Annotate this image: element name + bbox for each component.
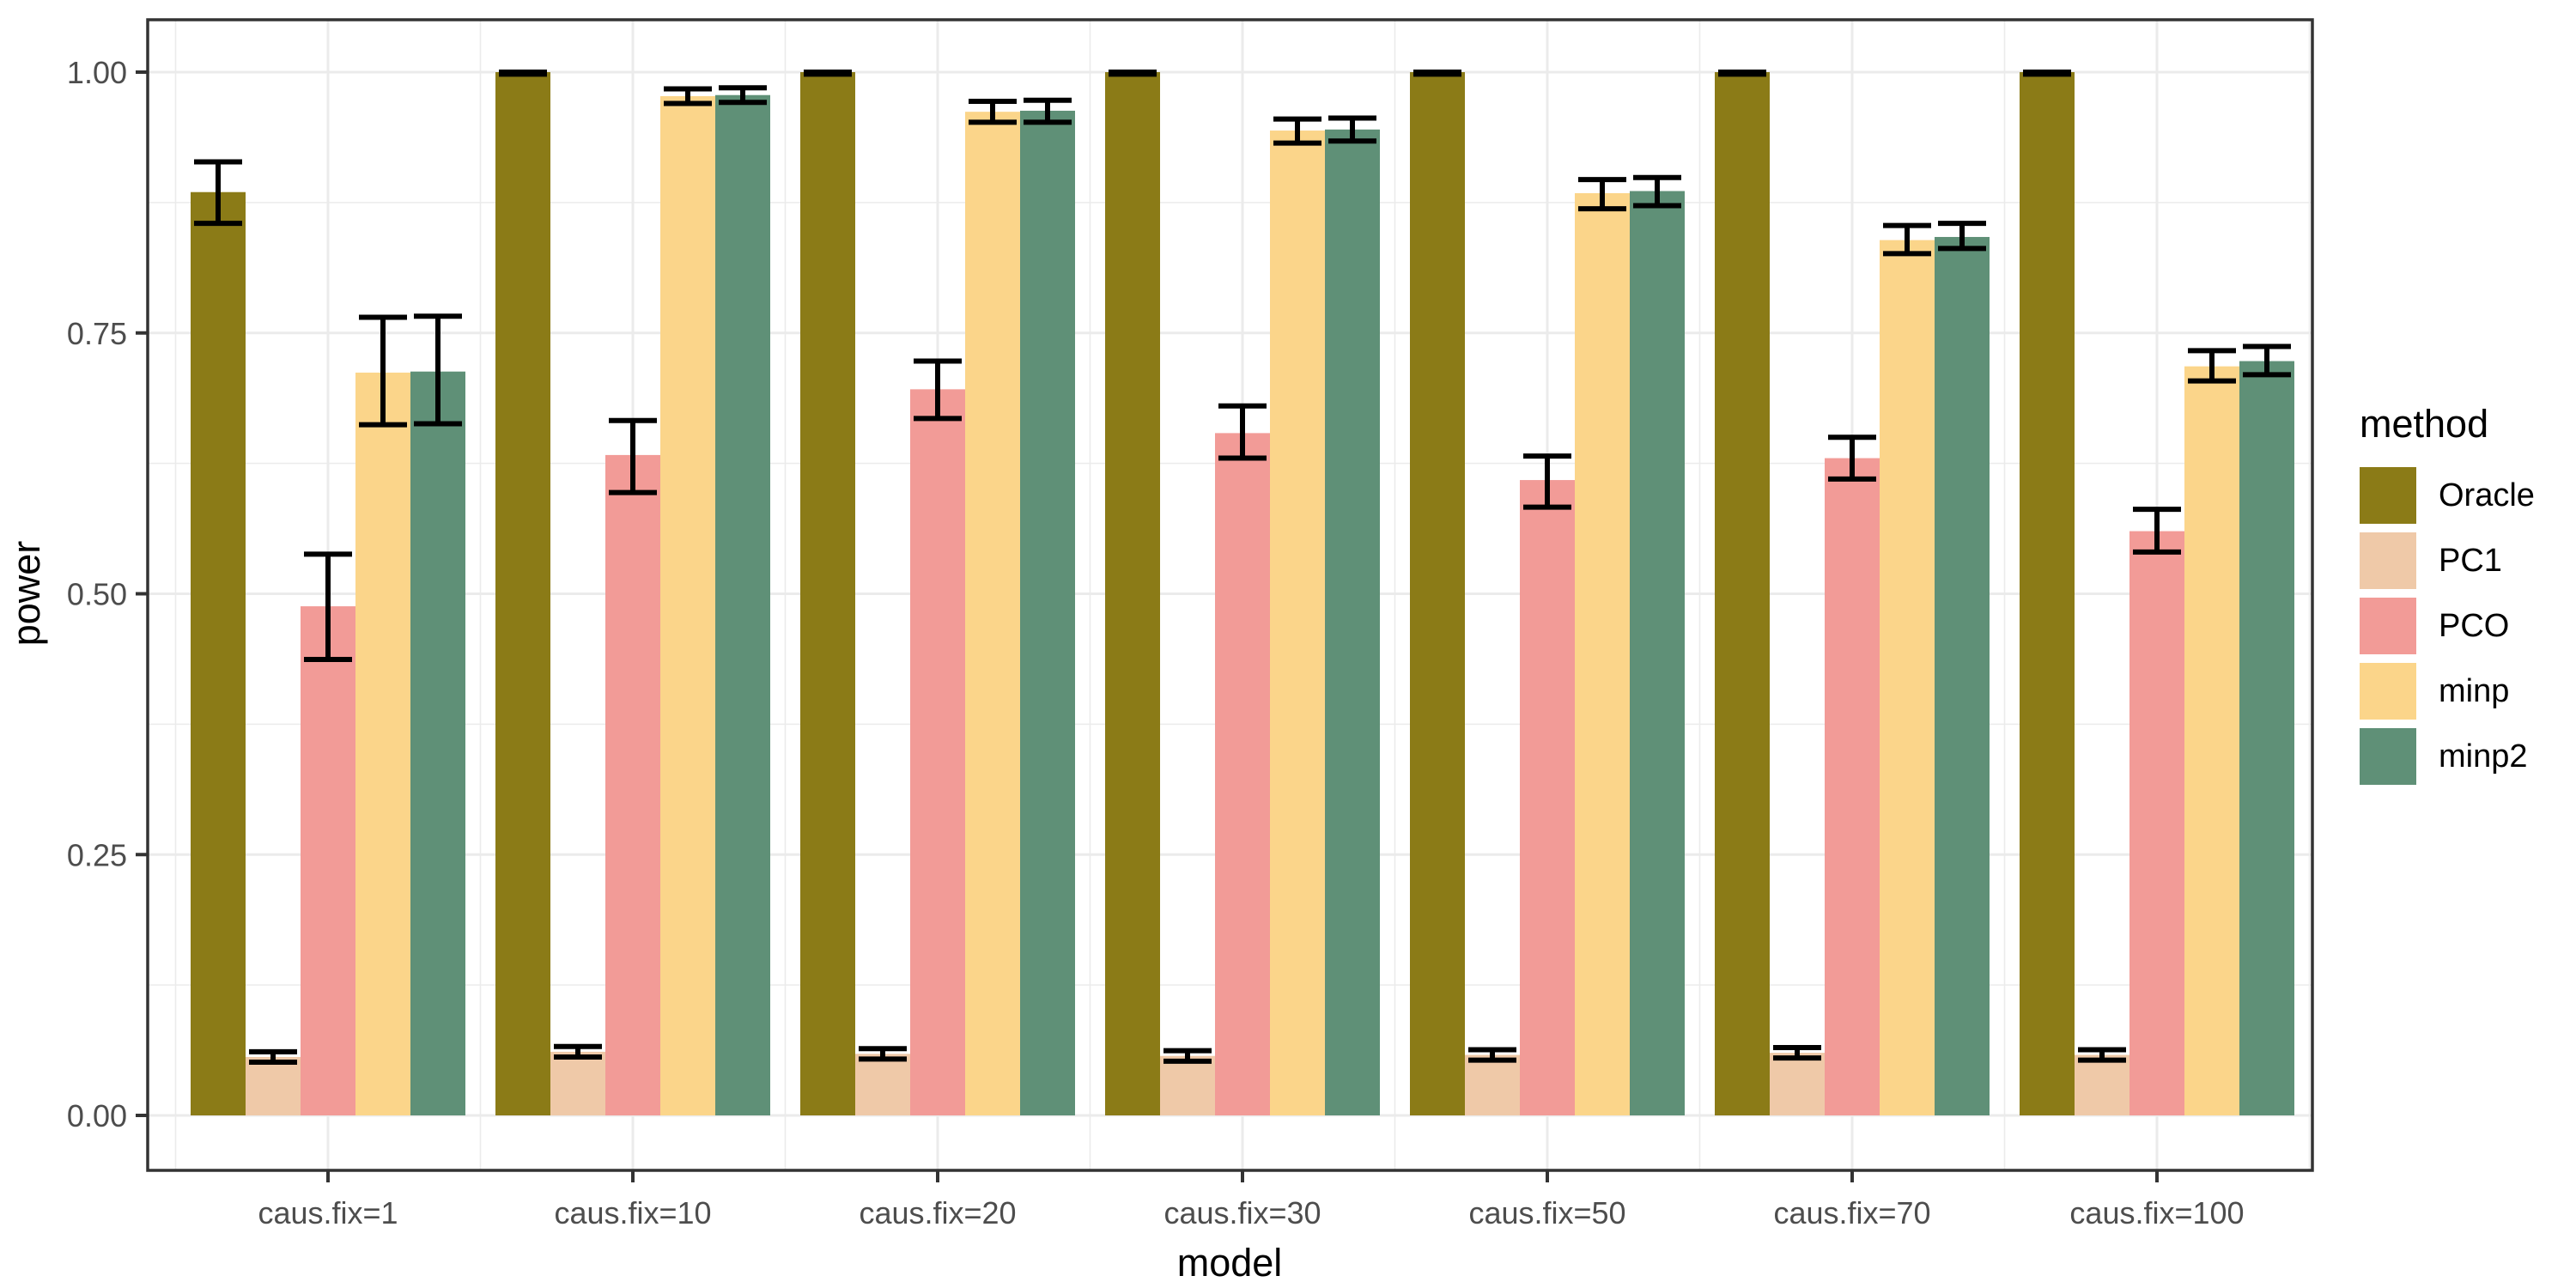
bar-minp-caus.fix=100 (2184, 366, 2239, 1115)
bar-PCO-caus.fix=10 (605, 454, 660, 1115)
legend-swatch-PC1 (2360, 532, 2416, 589)
legend-swatch-minp (2360, 663, 2416, 720)
y-axis-title: power (4, 541, 48, 647)
legend-label: Oracle (2439, 477, 2535, 513)
bar-Oracle-caus.fix=50 (1410, 72, 1465, 1115)
bar-PCO-caus.fix=20 (910, 389, 965, 1115)
legend-items: Oracle PC1 PCO minp minp2 (2360, 467, 2535, 785)
legend-swatch-Oracle (2360, 467, 2416, 524)
bar-PC1-caus.fix=30 (1160, 1055, 1215, 1115)
bar-PC1-caus.fix=10 (550, 1051, 605, 1115)
x-tick-label: caus.fix=100 (2069, 1195, 2244, 1230)
bar-Oracle-caus.fix=20 (800, 72, 855, 1115)
bar-minp-caus.fix=30 (1270, 131, 1325, 1115)
bar-minp-caus.fix=10 (660, 95, 715, 1116)
y-tick-label: 1.00 (67, 55, 127, 90)
x-axis-title: model (1177, 1241, 1283, 1285)
bar-minp2-caus.fix=100 (2239, 361, 2294, 1115)
bar-PC1-caus.fix=20 (855, 1054, 910, 1115)
bar-Oracle-caus.fix=10 (495, 72, 550, 1115)
bar-PCO-caus.fix=100 (2129, 531, 2184, 1115)
bar-PCO-caus.fix=1 (301, 606, 355, 1115)
bar-minp2-caus.fix=50 (1630, 191, 1685, 1115)
legend: method Oracle PC1 PCO minp minp2 (2360, 402, 2535, 793)
legend-item-PCO: PCO (2360, 598, 2535, 654)
bar-minp2-caus.fix=10 (715, 94, 770, 1116)
legend-item-Oracle: Oracle (2360, 467, 2535, 524)
legend-item-PC1: PC1 (2360, 532, 2535, 589)
bar-minp2-caus.fix=1 (410, 371, 465, 1116)
legend-title: method (2360, 402, 2489, 446)
y-tick-label: 0.75 (67, 316, 127, 351)
bar-minp-caus.fix=20 (965, 112, 1020, 1115)
bar-PCO-caus.fix=30 (1215, 433, 1270, 1115)
bar-PC1-caus.fix=100 (2075, 1054, 2129, 1115)
bar-Oracle-caus.fix=30 (1105, 72, 1160, 1115)
bar-PC1-caus.fix=1 (246, 1056, 301, 1115)
bar-Oracle-caus.fix=70 (1715, 72, 1770, 1115)
bar-PCO-caus.fix=70 (1825, 458, 1880, 1115)
bar-minp2-caus.fix=70 (1935, 236, 1990, 1116)
bar-Oracle-caus.fix=100 (2020, 72, 2075, 1115)
y-tick-label: 0.00 (67, 1098, 127, 1133)
bar-PC1-caus.fix=50 (1465, 1054, 1520, 1115)
bar-minp2-caus.fix=30 (1325, 129, 1380, 1116)
legend-label: PCO (2439, 607, 2510, 644)
bar-PCO-caus.fix=50 (1520, 480, 1575, 1115)
bar-PC1-caus.fix=70 (1770, 1053, 1825, 1115)
bar-minp-caus.fix=70 (1880, 240, 1935, 1115)
legend-swatch-PCO (2360, 598, 2416, 654)
legend-item-minp: minp (2360, 663, 2535, 720)
legend-item-minp2: minp2 (2360, 728, 2535, 785)
x-tick-label: caus.fix=20 (859, 1195, 1016, 1230)
legend-label: PC1 (2439, 542, 2502, 579)
legend-label: minp (2439, 672, 2510, 709)
x-tick-label: caus.fix=30 (1163, 1195, 1321, 1230)
x-tick-label: caus.fix=70 (1773, 1195, 1930, 1230)
legend-swatch-minp2 (2360, 728, 2416, 785)
x-tick-label: caus.fix=10 (554, 1195, 711, 1230)
bar-minp-caus.fix=50 (1575, 192, 1630, 1116)
bar-Oracle-caus.fix=1 (191, 191, 246, 1116)
x-tick-label: caus.fix=1 (258, 1195, 398, 1230)
legend-label: minp2 (2439, 738, 2528, 775)
bar-minp-caus.fix=1 (355, 372, 410, 1115)
bar-minp2-caus.fix=20 (1020, 110, 1075, 1116)
x-tick-label: caus.fix=50 (1468, 1195, 1625, 1230)
y-tick-label: 0.50 (67, 577, 127, 612)
y-tick-label: 0.25 (67, 837, 127, 872)
plot-area: 0.00 0.25 0.50 0.75 1.00 caus.fix=1 caus.fix=1… (67, 18, 2314, 1230)
